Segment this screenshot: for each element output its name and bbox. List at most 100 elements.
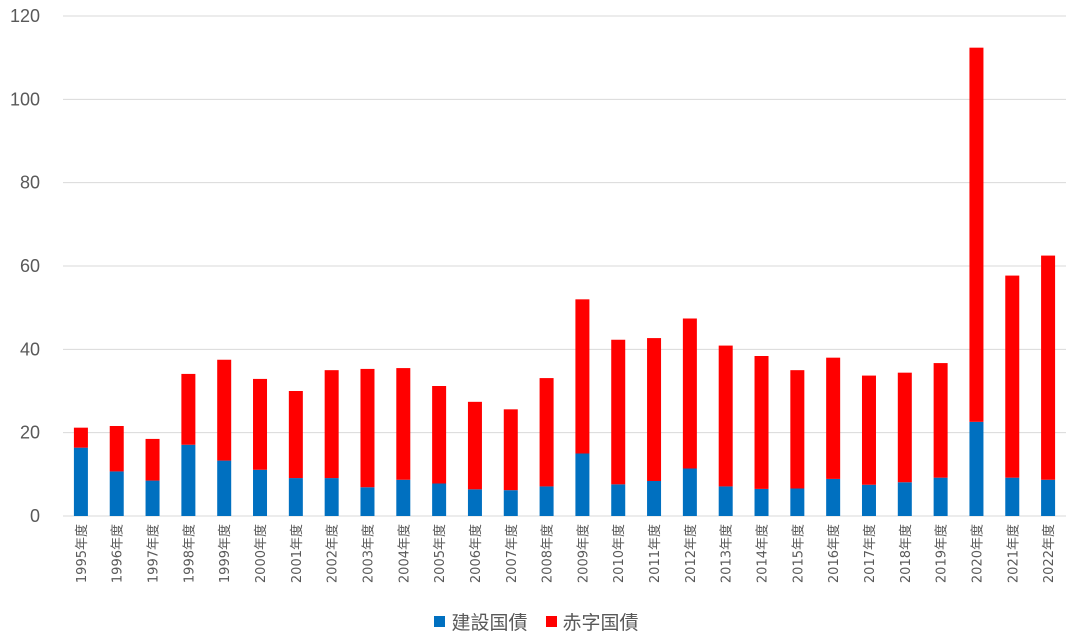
x-tick-label: 2000年度 [253, 524, 269, 583]
x-tick-label: 1996年度 [110, 524, 126, 583]
x-tick-label: 2001年度 [289, 524, 305, 583]
bar-construction-bonds-1999年度 [217, 460, 232, 516]
bar-deficit-bonds-2017年度 [861, 375, 876, 485]
x-tick-label: 2012年度 [683, 524, 699, 583]
bar-construction-bonds-1996年度 [109, 471, 124, 516]
bar-deficit-bonds-2016年度 [826, 357, 841, 479]
x-tick-label: 2016年度 [826, 524, 842, 583]
bar-construction-bonds-2020年度 [969, 421, 984, 516]
legend-label-deficit-bonds: 赤字国債 [562, 612, 639, 634]
bar-deficit-bonds-2004年度 [396, 368, 411, 480]
bar-construction-bonds-2011年度 [647, 481, 662, 516]
y-tick-label: 60 [20, 256, 40, 276]
bar-deficit-bonds-2010年度 [611, 339, 626, 485]
x-tick-label: 2007年度 [504, 524, 520, 583]
bar-deficit-bonds-2015年度 [790, 370, 805, 489]
x-tick-label: 1997年度 [146, 524, 162, 583]
bar-deficit-bonds-1995年度 [73, 427, 88, 448]
x-tick-label: 2022年度 [1041, 524, 1057, 583]
bar-construction-bonds-2018年度 [897, 482, 912, 516]
bar-construction-bonds-2016年度 [826, 478, 841, 516]
bars [73, 47, 1056, 516]
bar-construction-bonds-2005年度 [432, 483, 447, 516]
bar-construction-bonds-2009年度 [575, 453, 590, 516]
x-tick-label: 2005年度 [432, 524, 448, 583]
bar-deficit-bonds-2022年度 [1041, 255, 1056, 480]
bar-construction-bonds-2010年度 [611, 484, 626, 516]
bar-deficit-bonds-2002年度 [324, 370, 339, 479]
bar-deficit-bonds-1996年度 [109, 426, 124, 472]
y-tick-label: 40 [20, 339, 40, 359]
bar-construction-bonds-2007年度 [503, 490, 518, 516]
x-tick-label: 2015年度 [790, 524, 806, 583]
bar-deficit-bonds-2007年度 [503, 409, 518, 491]
legend-swatch-deficit-bonds [545, 616, 557, 627]
bar-deficit-bonds-2020年度 [969, 47, 984, 422]
bar-construction-bonds-2021年度 [1005, 477, 1020, 516]
y-tick-label: 20 [20, 423, 40, 443]
y-tick-label: 100 [10, 89, 40, 109]
bar-deficit-bonds-2009年度 [575, 299, 590, 454]
gridlines [63, 15, 1066, 517]
bar-construction-bonds-2006年度 [467, 489, 482, 516]
bar-deficit-bonds-2014年度 [754, 356, 769, 489]
legend-item-construction-bonds[interactable]: 建設国債 [434, 608, 528, 635]
x-tick-label: 1995年度 [74, 524, 90, 583]
x-tick-label: 2014年度 [755, 524, 771, 583]
bar-construction-bonds-1998年度 [181, 444, 196, 516]
x-tick-label: 2003年度 [360, 524, 376, 583]
bar-deficit-bonds-2012年度 [682, 318, 697, 469]
bar-deficit-bonds-1998年度 [181, 373, 196, 445]
bar-deficit-bonds-2005年度 [432, 386, 447, 484]
bar-construction-bonds-2008年度 [539, 486, 554, 516]
legend-label-construction-bonds: 建設国債 [451, 612, 528, 634]
y-tick-label: 120 [10, 6, 40, 26]
x-tick-label: 2004年度 [396, 524, 412, 583]
y-axis-tick-labels: 0 20 40 60 80 100 120 [10, 6, 40, 526]
x-tick-label: 2009年度 [575, 524, 591, 583]
bar-construction-bonds-2022年度 [1041, 479, 1056, 516]
bar-deficit-bonds-2000年度 [253, 378, 268, 470]
bar-deficit-bonds-2006年度 [467, 401, 482, 490]
bar-construction-bonds-2003年度 [360, 487, 375, 516]
y-tick-label: 80 [20, 173, 40, 193]
bar-deficit-bonds-1997年度 [145, 438, 160, 481]
x-tick-label: 2011年度 [647, 524, 663, 583]
bar-construction-bonds-2017年度 [861, 484, 876, 516]
bar-construction-bonds-2004年度 [396, 479, 411, 516]
x-axis-tick-labels: 1995年度 1996年度 1997年度 1998年度 1999年度 2000年度 2001… [74, 524, 1057, 583]
bar-construction-bonds-2019年度 [933, 477, 948, 516]
bar-construction-bonds-2015年度 [790, 488, 805, 516]
bar-construction-bonds-1995年度 [73, 447, 88, 516]
x-tick-label: 2018年度 [898, 524, 914, 583]
bar-construction-bonds-2013年度 [718, 486, 733, 516]
x-tick-label: 1999年度 [217, 524, 233, 583]
bar-deficit-bonds-2003年度 [360, 368, 375, 488]
bar-construction-bonds-2014年度 [754, 488, 769, 516]
bar-deficit-bonds-2011年度 [647, 338, 662, 481]
x-tick-label: 2021年度 [1005, 524, 1021, 583]
y-tick-label: 0 [30, 506, 40, 526]
x-tick-label: 2013年度 [719, 524, 735, 583]
x-tick-label: 2010年度 [611, 524, 627, 583]
bar-construction-bonds-2001年度 [288, 478, 303, 516]
x-tick-label: 2020年度 [969, 524, 985, 583]
bar-deficit-bonds-2008年度 [539, 378, 554, 487]
x-tick-label: 1998年度 [181, 524, 197, 583]
bar-deficit-bonds-2001年度 [288, 391, 303, 479]
bar-deficit-bonds-1999年度 [217, 359, 232, 461]
bar-construction-bonds-1997年度 [145, 480, 160, 516]
legend-item-deficit-bonds[interactable]: 赤字国債 [545, 608, 639, 635]
bar-construction-bonds-2002年度 [324, 478, 339, 516]
bar-deficit-bonds-2018年度 [897, 372, 912, 483]
x-tick-label: 2019年度 [934, 524, 950, 583]
bar-construction-bonds-2000年度 [253, 469, 268, 516]
bar-construction-bonds-2012年度 [682, 468, 697, 516]
bar-deficit-bonds-2013年度 [718, 345, 733, 487]
legend-swatch-construction-bonds [434, 616, 446, 627]
x-tick-label: 2008年度 [540, 524, 556, 583]
x-tick-label: 2006年度 [468, 524, 484, 583]
bar-deficit-bonds-2021年度 [1005, 275, 1020, 478]
bar-deficit-bonds-2019年度 [933, 363, 948, 478]
